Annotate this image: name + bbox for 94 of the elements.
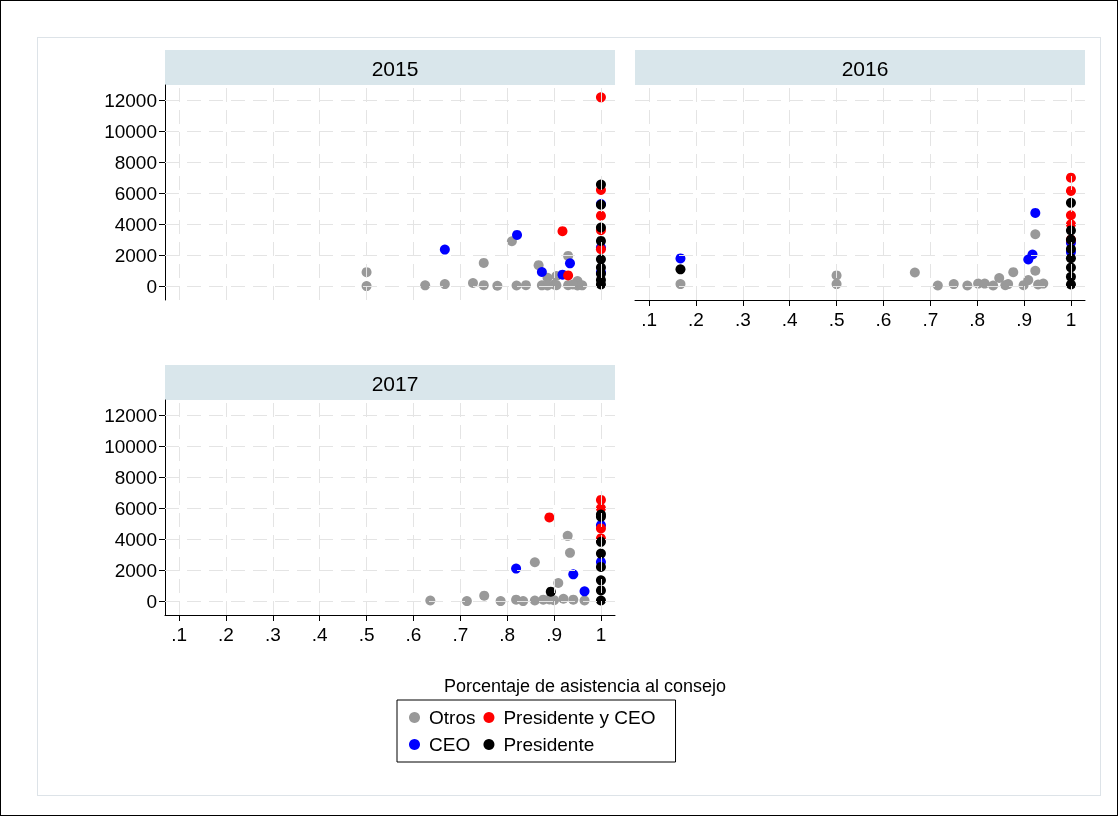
y-tick-label: 10000 (104, 120, 157, 142)
point (1030, 229, 1041, 240)
x-tick-label: .3 (264, 624, 281, 645)
y-tick-label: 12000 (104, 89, 157, 111)
point (461, 596, 472, 607)
x-tick-label: 1 (1065, 309, 1077, 330)
point (568, 569, 579, 580)
y-tick-label: 0 (146, 275, 157, 297)
point (595, 595, 606, 606)
point (595, 210, 606, 221)
x-tick-label: .3 (734, 309, 751, 330)
y-tick-label: 6000 (114, 497, 157, 519)
legend-label: Presidente (503, 734, 595, 755)
point (1065, 279, 1076, 290)
point (1030, 265, 1041, 276)
legend-label: CEO (429, 734, 471, 755)
x-tick-label: .4 (311, 624, 329, 645)
point (1030, 207, 1041, 218)
point (1065, 210, 1076, 221)
point (1008, 267, 1019, 278)
point (1065, 225, 1076, 236)
point (962, 280, 973, 291)
y-tick-label: 2000 (114, 559, 157, 581)
y-tick-label: 2000 (114, 244, 157, 266)
point (994, 273, 1005, 284)
point (553, 577, 564, 588)
point (1065, 172, 1076, 183)
x-tick-label: .8 (969, 309, 986, 330)
point (563, 270, 574, 281)
chart-title: 2017 (371, 372, 419, 395)
x-tick-label: .7 (452, 624, 469, 645)
point (467, 277, 478, 288)
point (545, 586, 556, 597)
x-tick-label: .2 (218, 624, 234, 645)
point (565, 258, 575, 269)
x-tick-label: .5 (358, 624, 375, 645)
point (565, 547, 575, 558)
x-tick-label: .1 (641, 309, 657, 330)
point (512, 229, 523, 240)
y-tick-label: 4000 (114, 213, 157, 235)
x-tick-label: .6 (875, 309, 892, 330)
point (568, 594, 579, 605)
point (511, 563, 522, 574)
point (675, 279, 686, 290)
y-tick-label: 12000 (104, 404, 157, 426)
legend-label: Presidente y CEO (503, 707, 656, 728)
point (529, 595, 540, 606)
x-tick-label: .9 (1016, 309, 1032, 330)
x-tick-label: .1 (171, 624, 187, 645)
point (1065, 253, 1076, 264)
x-tick-label: .2 (688, 309, 704, 330)
x-tick-label: .8 (499, 624, 516, 645)
point (595, 254, 606, 265)
chart-title: 2015 (371, 57, 419, 80)
y-tick-label: 6000 (114, 182, 157, 204)
point (420, 280, 431, 291)
point (478, 257, 489, 268)
point (932, 280, 943, 291)
point (675, 264, 686, 275)
point (1065, 185, 1076, 196)
x-axis-title: Porcentaje de asistencia al consejo (443, 676, 727, 696)
point (439, 244, 450, 255)
point (536, 267, 547, 277)
y-tick-label: 8000 (114, 466, 157, 488)
point (479, 590, 490, 601)
x-tick-label: .9 (546, 624, 562, 645)
legend-label: Otros (429, 707, 476, 728)
x-tick-label: 1 (595, 624, 607, 645)
x-tick-label: .7 (922, 309, 939, 330)
point (439, 279, 450, 290)
y-tick-label: 8000 (114, 151, 157, 173)
x-tick-label: .4 (781, 309, 799, 330)
x-tick-label: .6 (405, 624, 422, 645)
x-tick-label: .5 (828, 309, 845, 330)
point (909, 267, 920, 278)
y-tick-label: 10000 (104, 435, 157, 457)
point (562, 530, 573, 541)
point (595, 575, 606, 586)
y-tick-label: 4000 (114, 528, 157, 550)
point (948, 279, 959, 290)
y-tick-label: 0 (146, 590, 157, 612)
point (557, 226, 568, 237)
point (595, 585, 606, 596)
point (425, 595, 436, 606)
point (544, 512, 555, 523)
point (1023, 275, 1034, 286)
chart-title: 2016 (841, 57, 889, 80)
point (595, 235, 606, 246)
point (595, 548, 606, 559)
point (579, 586, 590, 597)
point (492, 280, 503, 291)
point (478, 280, 489, 291)
point (595, 561, 606, 572)
point (529, 557, 540, 568)
